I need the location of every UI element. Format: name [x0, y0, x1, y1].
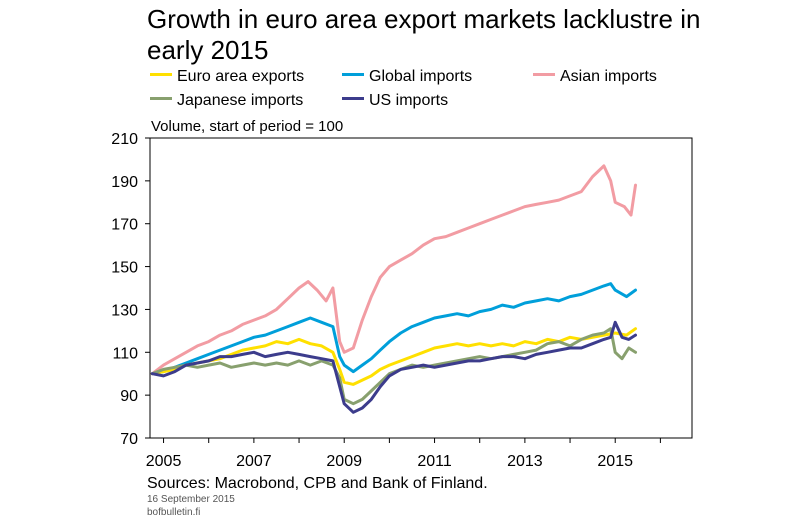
legend-label-us: US imports — [369, 92, 449, 109]
legend-swatch-euro — [150, 73, 172, 77]
y-tick-label: 130 — [111, 302, 138, 319]
y-tick-label: 110 — [112, 345, 138, 362]
legend-item-global: Global imports — [342, 67, 472, 87]
legend-label-global: Global imports — [369, 68, 473, 85]
x-tick-label: 2015 — [597, 453, 633, 470]
series-line-global-imports — [150, 282, 637, 376]
sources-note: Sources: Macrobond, CPB and Bank of Finl… — [147, 475, 488, 492]
chart-title: Growth in euro area export markets lackl… — [147, 4, 701, 65]
series-line-euro-area-exports — [150, 327, 637, 386]
publication-date: 16 September 2015 — [147, 494, 235, 505]
legend-item-japanese: Japanese imports — [150, 91, 303, 111]
x-tick-label: 2007 — [236, 453, 272, 470]
plot-frame — [149, 137, 693, 439]
legend-item-euro: Euro area exports — [150, 67, 304, 87]
legend: Euro area exports Global imports Asian i… — [150, 67, 750, 113]
y-tick-label: 150 — [111, 260, 138, 277]
site-name: bofbulletin.fi — [147, 507, 201, 518]
x-tick-label: 2009 — [326, 453, 362, 470]
y-tick-label: 170 — [111, 217, 138, 234]
legend-swatch-us — [342, 97, 364, 101]
legend-item-us: US imports — [342, 91, 448, 111]
y-tick-label: 210 — [111, 131, 138, 148]
legend-swatch-japanese — [150, 97, 172, 101]
y-axis: 70 90 110 130 150 170 190 210 — [111, 131, 150, 448]
y-axis-unit-label: Volume, start of period = 100 — [151, 118, 344, 135]
x-tick-label: 2013 — [507, 453, 543, 470]
x-tick-label: 2011 — [417, 453, 452, 470]
legend-label-japanese: Japanese imports — [177, 92, 304, 109]
series-lines — [150, 164, 637, 414]
x-axis: 2005 2007 2009 2011 2013 2015 — [146, 438, 661, 470]
legend-swatch-global — [342, 73, 364, 77]
y-tick-label: 70 — [120, 431, 138, 448]
y-tick-label: 190 — [111, 174, 138, 191]
legend-label-asian: Asian imports — [560, 68, 657, 85]
legend-swatch-asian — [533, 73, 555, 77]
legend-label-euro: Euro area exports — [177, 68, 305, 85]
x-tick-label: 2005 — [146, 453, 182, 470]
series-line-asian-imports — [150, 164, 637, 376]
legend-item-asian: Asian imports — [533, 67, 657, 87]
series-line-us-imports — [150, 320, 637, 414]
y-tick-label: 90 — [120, 388, 138, 405]
